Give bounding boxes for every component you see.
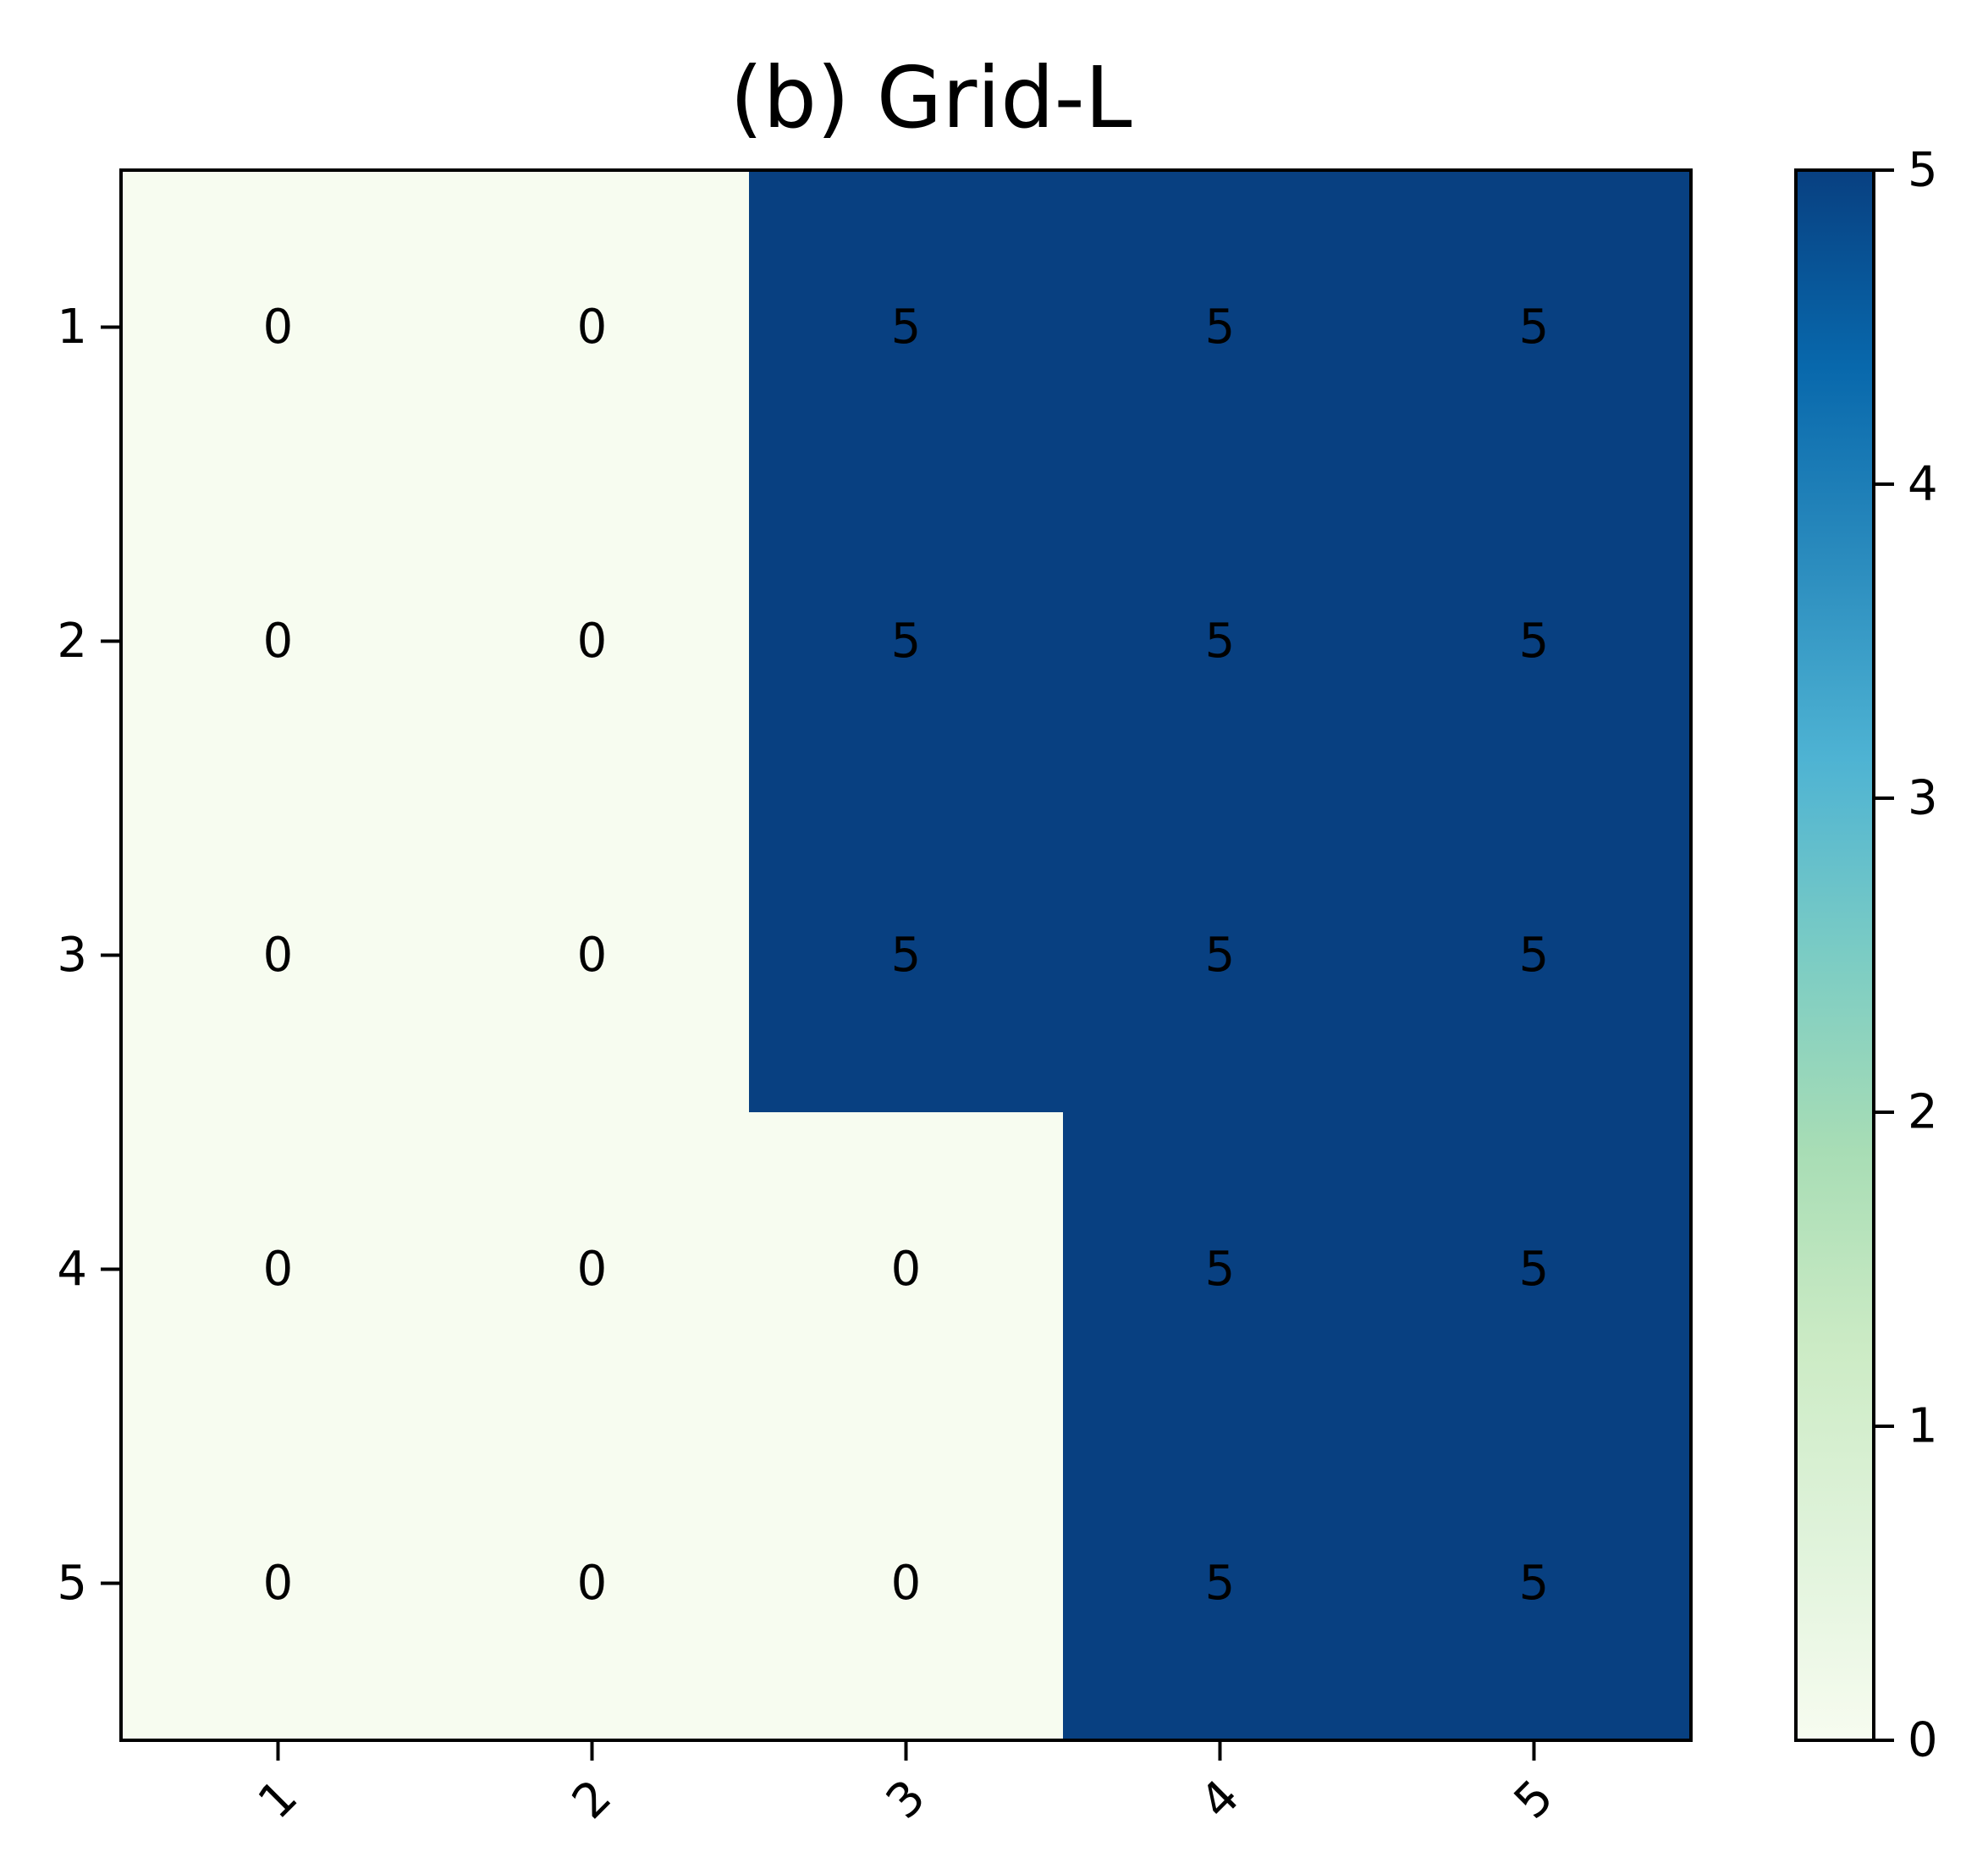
cell-value-label: 0: [263, 928, 294, 983]
x-tick-label: 5: [1504, 1769, 1564, 1829]
heatmap-cell-r2-c2: [435, 484, 750, 799]
heatmap-cell-r1-c5: [1377, 170, 1692, 485]
heatmap-cell-r3-c3: [749, 798, 1064, 1113]
heatmap-cell-r5-c4: [1063, 1426, 1378, 1741]
x-axis: 1 2 3 4 5: [248, 1740, 1564, 1830]
x-tick-label: 1: [248, 1769, 308, 1829]
cell-value-label: 0: [263, 1242, 294, 1297]
y-tick-label: 4: [57, 1242, 87, 1297]
y-tick-label: 5: [57, 1556, 87, 1611]
cell-value-label: 0: [263, 300, 294, 355]
cell-value-label: 0: [577, 1556, 608, 1611]
cell-value-label: 5: [1519, 1242, 1550, 1297]
colorbar-axis: 0 1 2 3 4 5: [1874, 143, 1938, 1768]
heatmap-cell-r1-c4: [1063, 170, 1378, 485]
colorbar-tick-label: 2: [1908, 1085, 1938, 1140]
cell-value-label: 0: [577, 614, 608, 669]
heatmap-cell-r1-c3: [749, 170, 1064, 485]
cell-value-label: 5: [1205, 614, 1236, 669]
heatmap-cell-r5-c3: [749, 1426, 1064, 1741]
heatmap-cell-r4-c4: [1063, 1112, 1378, 1427]
x-tick-label: 2: [562, 1769, 622, 1829]
cell-value-label: 5: [1519, 928, 1550, 983]
x-tick-label: 4: [1190, 1769, 1250, 1829]
cell-value-label: 0: [577, 928, 608, 983]
heatmap-cell-r2-c5: [1377, 484, 1692, 799]
cell-value-label: 5: [891, 614, 922, 669]
heatmap-cell-r4-c3: [749, 1112, 1064, 1427]
heatmap-cell-r5-c1: [121, 1426, 436, 1741]
cell-value-label: 0: [891, 1242, 922, 1297]
colorbar-tick-label: 4: [1908, 457, 1938, 512]
cell-value-label: 5: [1205, 300, 1236, 355]
heatmap-cell-r4-c1: [121, 1112, 436, 1427]
heatmap-cell-r3-c1: [121, 798, 436, 1113]
heatmap-cell-r1-c1: [121, 170, 436, 485]
x-tick-label: 3: [876, 1769, 936, 1829]
cell-value-label: 5: [891, 300, 922, 355]
heatmap-cell-r2-c3: [749, 484, 1064, 799]
cell-value-label: 0: [577, 300, 608, 355]
colorbar-tick-label: 0: [1908, 1713, 1938, 1768]
cell-value-label: 0: [577, 1242, 608, 1297]
heatmap-cell-r3-c4: [1063, 798, 1378, 1113]
colorbar-tick-label: 1: [1908, 1399, 1938, 1454]
heatmap-cell-r1-c2: [435, 170, 750, 485]
heatmap-cell-r2-c1: [121, 484, 436, 799]
heatmap-cell-r4-c5: [1377, 1112, 1692, 1427]
y-tick-label: 1: [57, 300, 87, 355]
heatmap-cell-r5-c5: [1377, 1426, 1692, 1741]
cell-value-label: 5: [1519, 1556, 1550, 1611]
y-tick-label: 2: [57, 614, 87, 669]
heatmap-cell-r4-c2: [435, 1112, 750, 1427]
heatmap-cells: [121, 170, 1692, 1741]
cell-value-label: 5: [1519, 614, 1550, 669]
chart-title: (b) Grid-L: [730, 48, 1132, 147]
cell-value-label: 5: [891, 928, 922, 983]
cell-value-label: 5: [1519, 300, 1550, 355]
heatmap-cell-labels: 0 0 5 5 5 0 0 5 5 5 0 0 5 5 5 0 0 0 5 5 0 0 0 5 5: [263, 300, 1550, 1611]
heatmap-cell-r5-c2: [435, 1426, 750, 1741]
colorbar-tick-label: 5: [1908, 143, 1938, 198]
heatmap-cell-r2-c4: [1063, 484, 1378, 799]
colorbar-tick-label: 3: [1908, 771, 1938, 826]
heatmap-cell-r3-c5: [1377, 798, 1692, 1113]
heatmap-cell-r3-c2: [435, 798, 750, 1113]
y-axis: 1 2 3 4 5: [57, 300, 121, 1611]
cell-value-label: 5: [1205, 1556, 1236, 1611]
colorbar: [1794, 168, 1875, 1742]
y-tick-label: 3: [57, 928, 87, 983]
cell-value-label: 5: [1205, 1242, 1236, 1297]
cell-value-label: 0: [891, 1556, 922, 1611]
cell-value-label: 0: [263, 614, 294, 669]
cell-value-label: 5: [1205, 928, 1236, 983]
cell-value-label: 0: [263, 1556, 294, 1611]
